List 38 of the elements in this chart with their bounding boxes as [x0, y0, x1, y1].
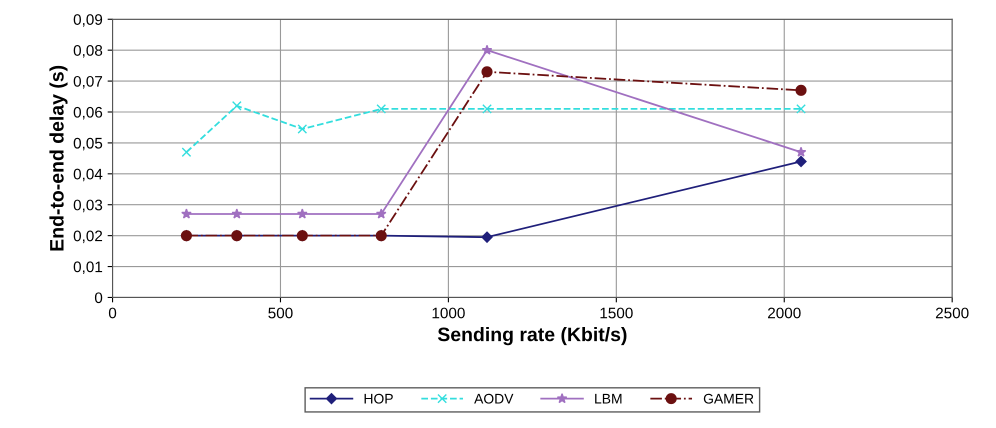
point: [482, 104, 492, 114]
y-tick-label: 0,08: [74, 45, 102, 58]
y-tick-label: 0,04: [74, 168, 102, 182]
point: [481, 66, 493, 78]
y-tick-label: 0,03: [74, 200, 102, 212]
legend-label: GAMER: [704, 394, 754, 404]
point: [481, 232, 493, 243]
y-tick-label: 0,06: [74, 106, 102, 120]
x-tick-label: 1500: [600, 308, 633, 318]
y-axis-title: End-to-end delay (s): [49, 66, 68, 250]
y-tick-label: 0: [94, 292, 102, 304]
point: [297, 124, 308, 134]
legend-label: LBM: [595, 394, 622, 404]
point: [796, 146, 806, 157]
legend-label: HOP: [364, 394, 393, 404]
point: [376, 104, 386, 114]
point: [796, 104, 806, 114]
point: [795, 156, 807, 168]
point: [296, 208, 308, 219]
x-tick-label: 2000: [768, 308, 801, 318]
x-axis-title: Sending rate (Kbit/s): [438, 326, 626, 346]
y-tick-label: 0,02: [74, 230, 102, 244]
y-tick-label: 0,01: [74, 261, 102, 274]
point: [181, 208, 192, 219]
y-tick-label: 0,09: [74, 14, 102, 27]
y-tick-label: 0,05: [74, 138, 102, 150]
point: [232, 100, 242, 111]
point: [182, 147, 192, 158]
legend-label: AODV: [474, 394, 514, 404]
x-tick-label: 0: [108, 308, 116, 318]
y-tick-label: 0,07: [74, 76, 102, 89]
x-tick-label: 2500: [936, 308, 969, 318]
point: [376, 208, 387, 219]
x-tick-label: 1000: [432, 308, 465, 318]
point: [482, 44, 492, 55]
x-tick-label: 500: [268, 308, 293, 318]
point: [231, 208, 242, 219]
point: [795, 84, 807, 96]
